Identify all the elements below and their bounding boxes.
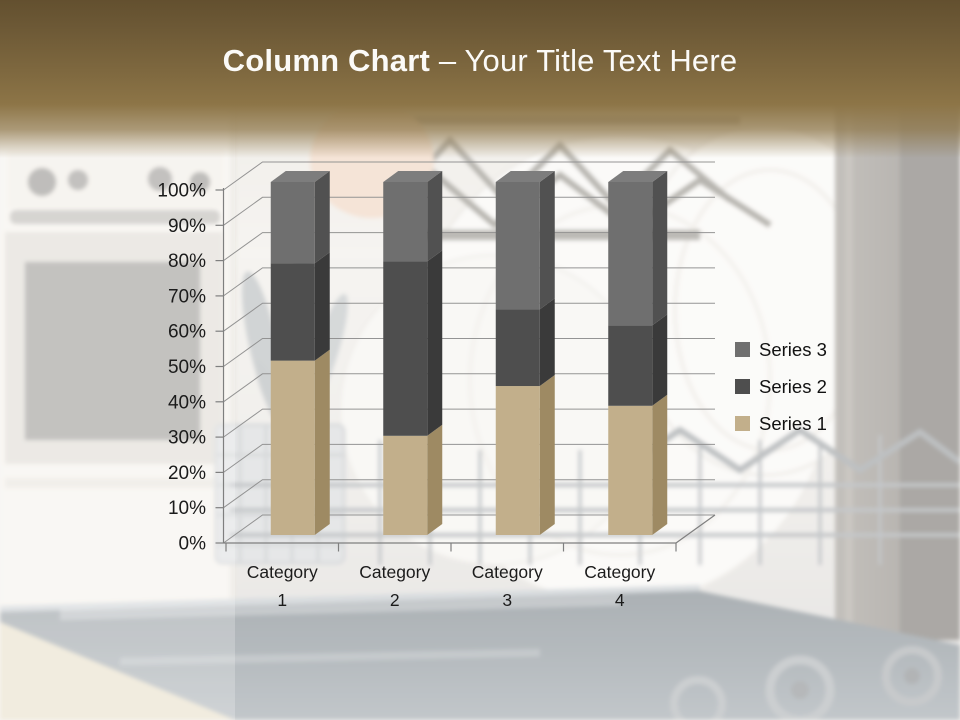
y-tick-label: 10%: [168, 498, 206, 519]
bar-segment-side: [539, 298, 555, 387]
bar-segment: [608, 405, 653, 535]
bar-segment-top: [608, 171, 668, 182]
bar-segment-side: [314, 349, 330, 535]
legend-swatch: [735, 416, 750, 431]
y-tick-label: 30%: [168, 428, 206, 449]
legend-swatch: [735, 342, 750, 357]
bar-segment-top: [383, 171, 443, 182]
legend-label: Series 1: [759, 412, 827, 434]
chart-legend: Series 3 Series 2 Series 1: [735, 331, 827, 442]
bar-category-2: [383, 171, 443, 535]
legend-label: Series 3: [759, 338, 827, 360]
y-tick-label: 0%: [179, 534, 207, 555]
bar-segment: [270, 263, 315, 361]
legend-swatch: [735, 379, 750, 394]
y-tick-label: 100%: [157, 181, 206, 202]
bar-category-4: [608, 171, 668, 535]
x-tick-label: Category 2: [359, 562, 430, 610]
bar-segment-side: [427, 250, 443, 436]
bar-segment-side: [427, 424, 443, 535]
bar-segment: [383, 182, 428, 262]
y-tick-label: 40%: [168, 392, 206, 413]
x-tick-label: Category 4: [584, 562, 655, 610]
legend-label: Series 2: [759, 375, 827, 397]
bars: [270, 171, 668, 535]
bar-segment: [270, 182, 315, 264]
y-tick-label: 80%: [168, 251, 206, 272]
bar-segment: [495, 182, 540, 310]
bar-segment-side: [539, 375, 555, 535]
y-axis-labels: 0% 10% 20% 30% 40% 50% 60% 70% 80% 90% 100%: [157, 181, 206, 555]
bar-segment-top: [495, 171, 555, 182]
legend-entry-series-3: Series 3: [735, 331, 827, 368]
x-tick-label: Category 3: [472, 562, 543, 610]
bar-category-3: [495, 171, 555, 535]
bar-category-1: [270, 171, 330, 535]
title-banner: [0, 0, 960, 158]
bar-segment: [383, 435, 428, 535]
legend-entry-series-2: Series 2: [735, 368, 827, 405]
y-tick-label: 60%: [168, 322, 206, 343]
bar-segment-side: [427, 171, 443, 262]
slide-title-bold: Column Chart: [222, 43, 430, 78]
bar-segment-top: [270, 171, 330, 182]
legend-entry-series-1: Series 1: [735, 405, 827, 442]
y-tick-label: 90%: [168, 216, 206, 237]
bar-segment-side: [652, 314, 668, 406]
bar-segment-side: [314, 252, 330, 361]
bar-segment: [495, 309, 540, 387]
bar-segment: [608, 325, 653, 406]
gridlines: [223, 161, 715, 544]
x-axis-labels: Category 1 Category 2 Category 3 Category 4: [247, 562, 656, 610]
bar-segment-side: [539, 171, 555, 310]
bar-segment: [270, 360, 315, 535]
slide-title-rest: – Your Title Text Here: [430, 43, 738, 78]
y-tick-label: 20%: [168, 463, 206, 484]
bar-segment: [495, 386, 540, 535]
y-tick-label: 70%: [168, 286, 206, 307]
bar-segment: [383, 261, 428, 436]
y-tick-label: 50%: [168, 357, 206, 378]
slide-title: Column Chart – Your Title Text Here: [0, 42, 960, 80]
axes: [215, 188, 716, 552]
bar-segment-side: [652, 171, 668, 326]
bar-segment-side: [314, 171, 330, 264]
x-tick-label: Category 1: [247, 562, 318, 610]
bar-segment: [608, 182, 653, 326]
bar-segment-side: [652, 394, 668, 535]
